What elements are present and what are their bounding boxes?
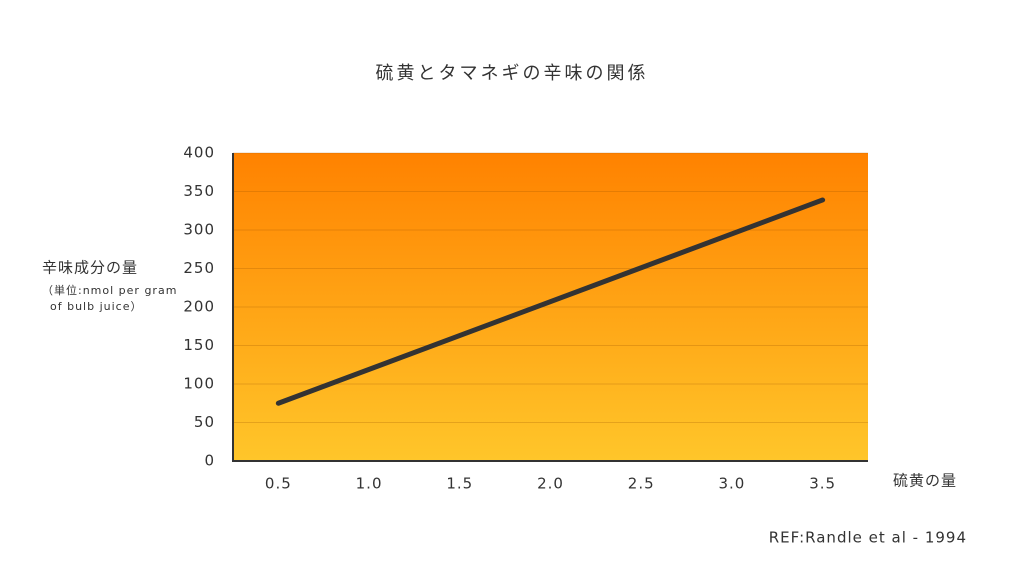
source: REF:Randle et al - 1994 xyxy=(769,529,967,547)
y-tick-label: 200 xyxy=(183,298,215,316)
y-tick-label: 300 xyxy=(183,221,215,239)
y-tick-label: 350 xyxy=(183,182,215,200)
y-axis-label: 辛味成分の量 xyxy=(42,259,138,277)
x-tick-label: 3.0 xyxy=(718,475,745,493)
x-tick-label: 2.5 xyxy=(628,475,655,493)
x-tick-label: 1.0 xyxy=(356,475,383,493)
plot-background xyxy=(233,153,868,461)
y-tick-label: 250 xyxy=(183,259,215,277)
line xyxy=(275,197,826,406)
y-tick-label: 400 xyxy=(183,144,215,162)
y-axis-note: （単位:nmol per gram xyxy=(42,283,177,297)
x-axis-label: 硫黄の量 xyxy=(893,472,957,490)
y-tick-label: 150 xyxy=(183,336,215,354)
x-tick-label: 3.5 xyxy=(809,475,836,493)
x-tick-label: 2.0 xyxy=(537,475,564,493)
y-axis-note: of bulb juice） xyxy=(50,300,143,313)
x-tick-label: 0.5 xyxy=(265,475,292,493)
y-tick-label: 0 xyxy=(204,452,215,470)
y-tick-label: 100 xyxy=(183,375,215,393)
x-tick-label: 1.5 xyxy=(446,475,473,493)
chart-title: 硫黄とタマネギの辛味の関係 xyxy=(376,63,649,84)
y-tick-label: 50 xyxy=(194,413,215,431)
